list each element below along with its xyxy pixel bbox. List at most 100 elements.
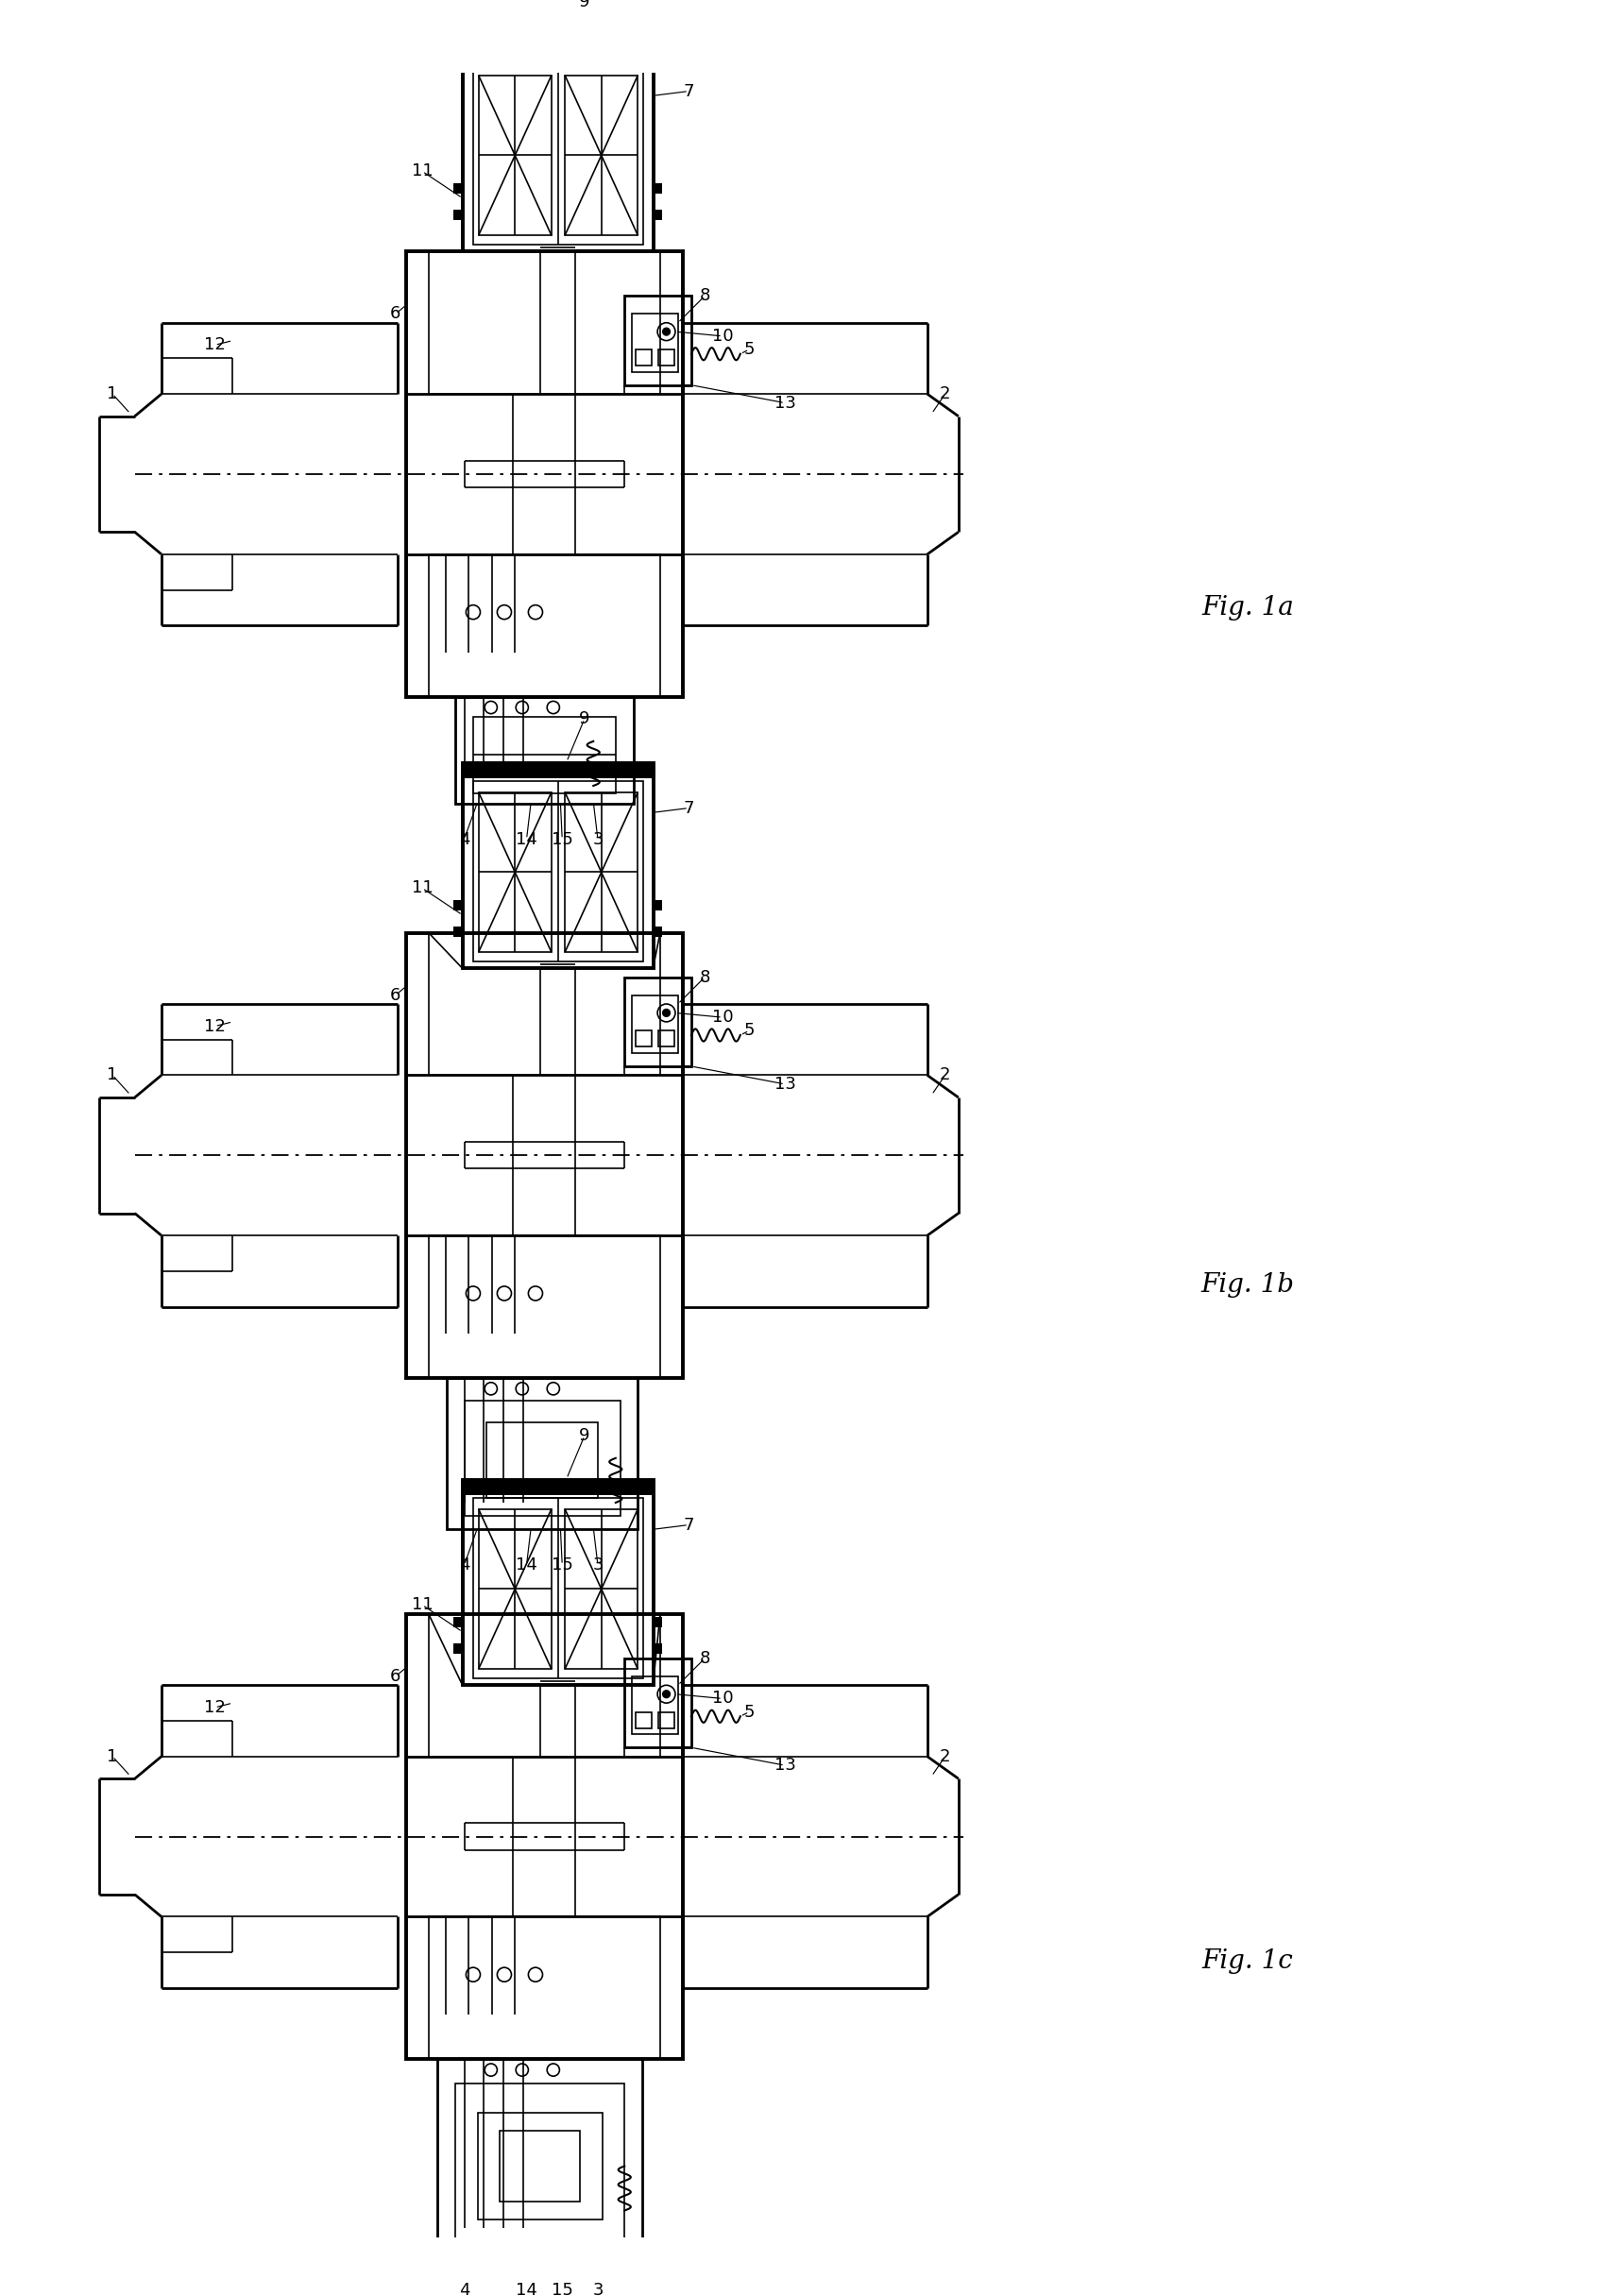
Text: 6: 6 xyxy=(390,987,401,1003)
Text: 8: 8 xyxy=(699,1651,710,1667)
Text: Fig. 1b: Fig. 1b xyxy=(1201,1272,1295,1297)
Bar xyxy=(478,76,552,236)
Text: 14: 14 xyxy=(516,831,537,847)
Text: 15: 15 xyxy=(552,1557,572,1573)
Bar xyxy=(473,1499,643,1678)
Bar xyxy=(454,900,462,912)
Bar xyxy=(564,792,638,953)
Text: 2: 2 xyxy=(940,386,950,402)
Text: 9: 9 xyxy=(579,1428,590,1444)
Text: 6: 6 xyxy=(390,305,401,321)
Text: 13: 13 xyxy=(774,395,796,411)
Bar xyxy=(429,1235,660,1378)
Bar xyxy=(652,928,662,937)
Text: 4: 4 xyxy=(459,1557,470,1573)
Bar xyxy=(454,209,462,220)
Text: 4: 4 xyxy=(459,831,470,847)
Text: 5: 5 xyxy=(744,1022,755,1040)
Circle shape xyxy=(664,328,670,335)
Bar xyxy=(462,1481,654,1685)
Bar xyxy=(473,64,643,243)
Text: 12: 12 xyxy=(205,1699,225,1715)
Text: 7: 7 xyxy=(683,1515,694,1534)
Bar xyxy=(652,184,662,193)
Bar xyxy=(625,296,691,386)
Bar xyxy=(652,1616,662,1628)
Bar xyxy=(652,1644,662,1653)
Bar xyxy=(632,1676,678,1733)
Bar xyxy=(659,1713,675,1729)
Text: Fig. 1c: Fig. 1c xyxy=(1202,1949,1294,1975)
Bar xyxy=(659,1031,675,1047)
Bar xyxy=(632,315,678,372)
Bar xyxy=(659,349,675,365)
Bar xyxy=(429,553,660,696)
Bar xyxy=(500,2131,580,2202)
Text: 3: 3 xyxy=(592,831,603,847)
Bar xyxy=(462,46,654,62)
Text: 14: 14 xyxy=(516,1557,537,1573)
Circle shape xyxy=(664,1010,670,1017)
Bar xyxy=(478,792,552,953)
Bar xyxy=(406,932,683,1378)
Bar xyxy=(454,184,462,193)
Text: 9: 9 xyxy=(579,709,590,728)
Text: 10: 10 xyxy=(712,1690,734,1706)
Text: 1: 1 xyxy=(107,386,118,402)
Text: 12: 12 xyxy=(205,338,225,354)
Text: 5: 5 xyxy=(744,340,755,358)
Bar xyxy=(478,1508,552,1669)
Bar xyxy=(454,1616,462,1628)
Bar xyxy=(625,1658,691,1747)
Bar xyxy=(473,781,643,962)
Bar xyxy=(464,1401,620,1515)
Text: 13: 13 xyxy=(774,1075,796,1093)
Text: 4: 4 xyxy=(459,2282,470,2296)
Text: 7: 7 xyxy=(683,799,694,817)
Bar xyxy=(625,978,691,1065)
Text: 8: 8 xyxy=(699,287,710,305)
Bar xyxy=(406,253,683,696)
Text: 13: 13 xyxy=(774,1756,796,1775)
Text: 1: 1 xyxy=(107,1747,118,1766)
Text: 15: 15 xyxy=(552,2282,572,2296)
Text: 2: 2 xyxy=(940,1747,950,1766)
Text: 1: 1 xyxy=(107,1068,118,1084)
Text: 11: 11 xyxy=(411,1596,433,1614)
Bar xyxy=(429,932,660,1075)
Bar xyxy=(513,1756,576,1917)
Text: 15: 15 xyxy=(552,831,572,847)
Bar xyxy=(438,2060,643,2255)
Bar xyxy=(429,1614,660,1756)
Bar xyxy=(446,1378,638,1529)
Text: 3: 3 xyxy=(592,1557,603,1573)
Text: 10: 10 xyxy=(712,328,734,344)
Text: 7: 7 xyxy=(683,83,694,99)
Circle shape xyxy=(664,1690,670,1697)
Bar xyxy=(632,994,678,1054)
Bar xyxy=(462,1481,654,1495)
Text: 9: 9 xyxy=(579,0,590,11)
Bar xyxy=(429,1917,660,2060)
Text: 11: 11 xyxy=(411,163,433,179)
Bar xyxy=(462,46,654,253)
Bar xyxy=(454,928,462,937)
Bar xyxy=(456,696,633,804)
Text: 6: 6 xyxy=(390,1667,401,1685)
Bar xyxy=(462,765,654,778)
Bar xyxy=(652,900,662,912)
Bar xyxy=(462,765,654,969)
Bar xyxy=(635,1031,651,1047)
Bar xyxy=(486,1424,598,1499)
Text: 11: 11 xyxy=(411,879,433,898)
Bar xyxy=(564,76,638,236)
Text: 5: 5 xyxy=(744,1704,755,1720)
Bar xyxy=(406,1614,683,2060)
Text: 2: 2 xyxy=(940,1068,950,1084)
Bar xyxy=(513,1075,576,1235)
Bar xyxy=(635,349,651,365)
Text: 12: 12 xyxy=(205,1017,225,1035)
Bar xyxy=(456,2082,625,2239)
Text: 8: 8 xyxy=(699,969,710,985)
Bar xyxy=(513,395,576,553)
